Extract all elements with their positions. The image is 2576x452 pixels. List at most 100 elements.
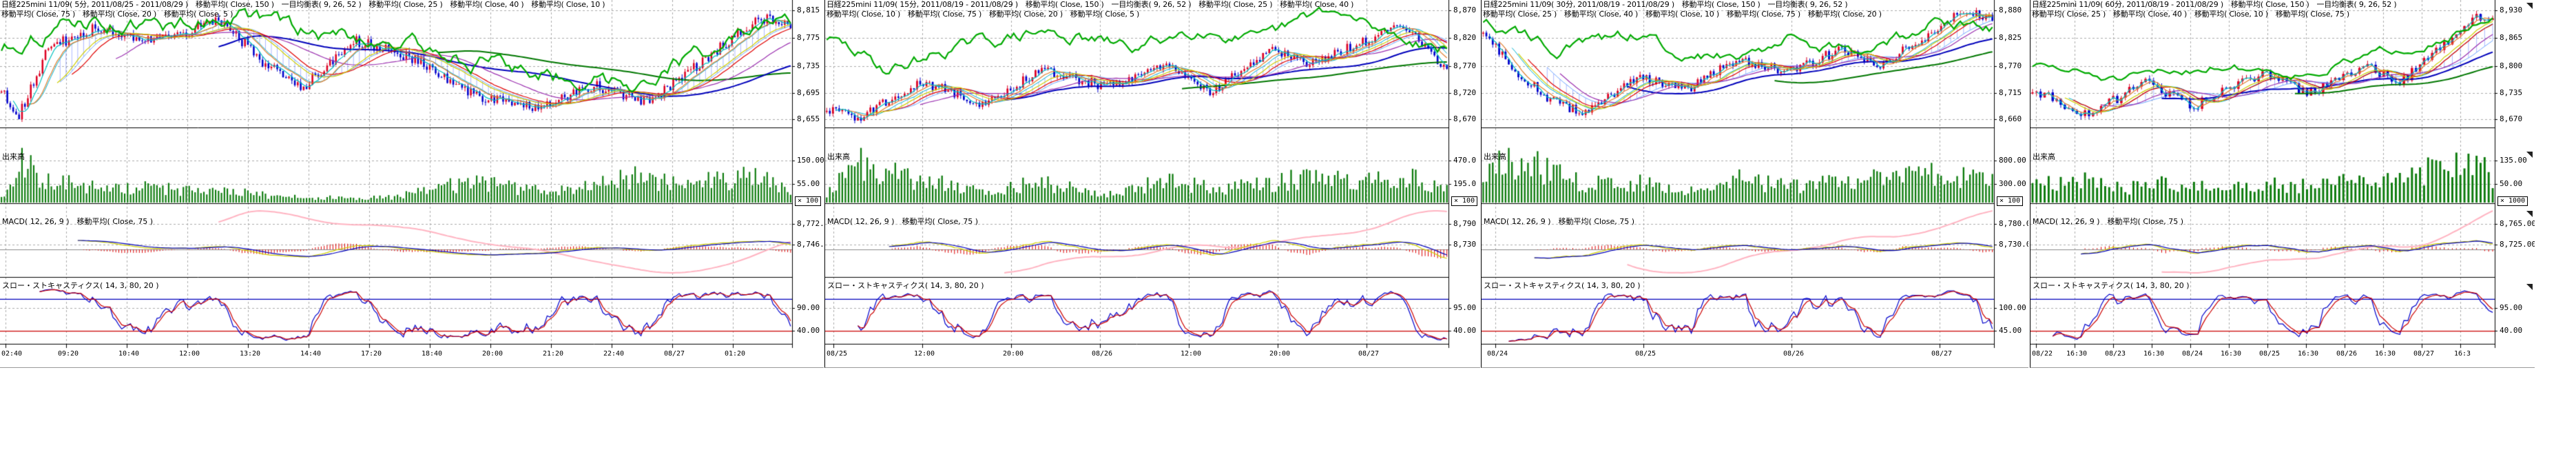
macd-pane-label: MACD( 12, 26, 9 ) 移動平均( Close, 75 ) [827, 217, 979, 226]
macd-axis-label: 8,730.0 [1999, 240, 2028, 249]
pane-corner-resize-icon[interactable] [2526, 284, 2533, 290]
time-axis-label: 14:40 [300, 350, 322, 358]
time-axis-label: 16:30 [2220, 350, 2242, 358]
chart-canvas[interactable] [2030, 0, 2535, 367]
macd-axis-label: 8,780.0 [1999, 219, 2028, 228]
stoch-axis-label: 40.00 [1453, 326, 1477, 335]
time-axis-label: 08/26 [1783, 350, 1805, 358]
time-axis-label: 08/27 [663, 350, 685, 358]
time-axis-label: 18:40 [421, 350, 443, 358]
price-axis-label: 8,825 [1999, 33, 2022, 42]
price-axis-label: 8,820 [1453, 33, 1477, 42]
price-axis-label: 8,815 [797, 6, 820, 14]
volume-axis-label: 135.00 [2500, 156, 2527, 165]
chart-canvas[interactable] [0, 0, 824, 367]
chart-panel[interactable]: 日経225mini 11/09( 15分, 2011/08/19 - 2011/… [824, 0, 1480, 368]
price-axis-label: 8,870 [1453, 6, 1477, 14]
stoch-axis-label: 90.00 [797, 303, 820, 312]
price-axis-label: 8,735 [2500, 88, 2523, 97]
time-axis-label: 17:20 [360, 350, 382, 358]
price-axis-label: 8,735 [797, 61, 820, 70]
volume-pane-label: 出来高 [2033, 152, 2055, 161]
price-axis-label: 8,670 [2500, 114, 2523, 123]
price-axis-label: 8,865 [2500, 33, 2523, 42]
time-axis-label: 16:3 [2453, 350, 2471, 358]
price-axis-label: 8,660 [1999, 114, 2022, 123]
pane-corner-resize-icon[interactable] [2526, 152, 2533, 158]
time-axis-label: 22:40 [603, 350, 625, 358]
time-axis-label: 13:20 [239, 350, 261, 358]
price-axis-label: 8,720 [1453, 88, 1477, 97]
macd-pane-label: MACD( 12, 26, 9 ) 移動平均( Close, 75 ) [2, 217, 154, 226]
time-axis-label: 02:40 [1, 350, 23, 358]
chart-canvas[interactable] [825, 0, 1480, 367]
price-axis-label: 8,770 [1453, 61, 1477, 70]
volume-pane-label: 出来高 [1484, 152, 1506, 161]
macd-axis-label: 8,772.5 [797, 219, 824, 228]
price-axis-label: 8,695 [797, 88, 820, 97]
time-axis-label: 08/27 [1931, 350, 1953, 358]
macd-axis-label: 8,765.00 [2500, 219, 2535, 228]
panel-legend-line1: 日経225mini 11/09( 60分, 2011/08/19 - 2011/… [2032, 0, 2397, 9]
time-axis-label: 08/27 [2413, 350, 2435, 358]
time-axis-label: 08/26 [1091, 350, 1113, 358]
time-axis-label: 12:00 [913, 350, 935, 358]
stoch-pane-label: スロー・ストキャスティクス( 14, 3, 80, 20 ) [1484, 281, 1641, 290]
price-axis-label: 8,715 [1999, 88, 2022, 97]
stoch-axis-label: 95.00 [1453, 303, 1477, 312]
macd-axis-label: 8,790 [1453, 219, 1477, 228]
volume-multiplier-badge: × 100 [795, 196, 822, 206]
time-axis-label: 08/27 [1358, 350, 1380, 358]
panel-legend-line2: 移動平均( Close, 75 ) 移動平均( Close, 20 ) 移動平均… [1, 10, 233, 19]
time-axis-label: 12:00 [1180, 350, 1202, 358]
price-axis-label: 8,880 [1999, 6, 2022, 14]
price-axis-label: 8,775 [797, 33, 820, 42]
time-axis-label: 20:00 [1269, 350, 1291, 358]
volume-multiplier-badge: × 100 [1451, 196, 1478, 206]
pane-corner-resize-icon[interactable] [2526, 3, 2533, 9]
pane-corner-resize-icon[interactable] [2526, 211, 2533, 217]
time-axis-label: 01:20 [724, 350, 746, 358]
chart-panel[interactable]: 日経225mini 11/09( 60分, 2011/08/19 - 2011/… [2030, 0, 2535, 368]
chart-canvas[interactable] [1482, 0, 2028, 367]
stoch-pane-label: スロー・ストキャスティクス( 14, 3, 80, 20 ) [827, 281, 984, 290]
price-axis-label: 8,655 [797, 114, 820, 123]
macd-pane-label: MACD( 12, 26, 9 ) 移動平均( Close, 75 ) [2033, 217, 2184, 226]
time-axis-label: 08/25 [1634, 350, 1656, 358]
volume-axis-label: 195.0 [1453, 179, 1477, 188]
volume-axis-label: 150.00 [797, 156, 824, 165]
price-axis-label: 8,670 [1453, 114, 1477, 123]
volume-multiplier-badge: × 100 [1997, 196, 2024, 206]
stoch-axis-label: 45.00 [1999, 326, 2022, 335]
stoch-axis-label: 95.00 [2500, 303, 2523, 312]
time-axis-label: 16:30 [2143, 350, 2165, 358]
time-axis-label: 08/23 [2104, 350, 2126, 358]
stoch-axis-label: 40.00 [797, 326, 820, 335]
panel-legend-line1: 日経225mini 11/09( 5分, 2011/08/25 - 2011/0… [1, 0, 605, 9]
time-axis-label: 08/24 [2181, 350, 2203, 358]
volume-pane-label: 出来高 [2, 152, 25, 161]
time-axis-label: 21:20 [542, 350, 564, 358]
price-axis-label: 8,800 [2500, 61, 2523, 70]
time-axis-label: 12:00 [178, 350, 200, 358]
volume-axis-label: 470.0 [1453, 156, 1477, 165]
volume-axis-label: 55.00 [797, 179, 820, 188]
time-axis-label: 10:40 [118, 350, 140, 358]
time-axis-label: 16:30 [2374, 350, 2396, 358]
panel-legend-line2: 移動平均( Close, 25 ) 移動平均( Close, 40 ) 移動平均… [2032, 10, 2349, 19]
macd-axis-label: 8,746.5 [797, 240, 824, 249]
time-axis-label: 08/24 [1486, 350, 1508, 358]
volume-pane-label: 出来高 [827, 152, 850, 161]
time-axis-label: 08/25 [826, 350, 848, 358]
time-axis-label: 08/25 [2258, 350, 2281, 358]
stoch-axis-label: 100.00 [1999, 303, 2026, 312]
volume-axis-label: 300.00 [1999, 179, 2026, 188]
time-axis-label: 08/22 [2031, 350, 2053, 358]
volume-axis-label: 800.00 [1999, 156, 2026, 165]
macd-pane-label: MACD( 12, 26, 9 ) 移動平均( Close, 75 ) [1484, 217, 1635, 226]
time-axis-label: 08/26 [2336, 350, 2358, 358]
chart-panel[interactable]: 日経225mini 11/09( 5分, 2011/08/25 - 2011/0… [0, 0, 824, 368]
chart-panel[interactable]: 日経225mini 11/09( 30分, 2011/08/19 - 2011/… [1481, 0, 2028, 368]
panel-legend-line2: 移動平均( Close, 10 ) 移動平均( Close, 75 ) 移動平均… [827, 10, 1140, 19]
